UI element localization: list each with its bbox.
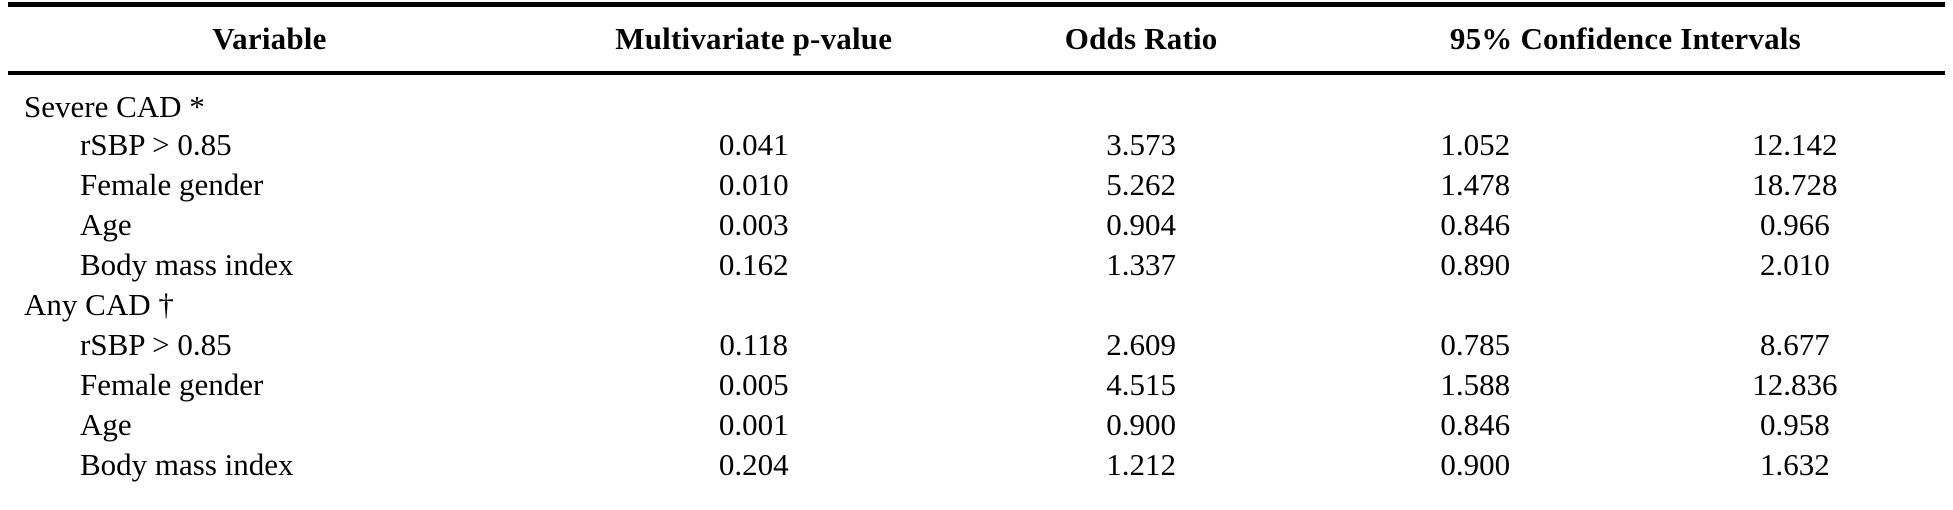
p-value-cell: 0.118 [719, 326, 789, 362]
header-odds-ratio: Odds Ratio [976, 4, 1306, 75]
odds-ratio-cell: 1.212 [1106, 446, 1176, 482]
odds-ratio-cell [976, 285, 1305, 325]
ci-lower-cell: 1.588 [1440, 366, 1511, 402]
ci-lower-cell [1306, 285, 1645, 325]
p-value-cell [531, 285, 977, 325]
p-value-cell: 0.003 [718, 206, 789, 242]
ci-upper-cell: 8.677 [1759, 326, 1830, 362]
ci-upper-cell: 18.728 [1752, 166, 1838, 202]
p-value-cell [531, 73, 977, 125]
p-value-cell: 0.204 [718, 446, 789, 482]
ci-upper-cell: 12.836 [1752, 366, 1838, 402]
table-row: Age 0.001 0.900 0.846 0.958 [8, 405, 1945, 445]
ci-lower-cell: 0.900 [1440, 446, 1511, 482]
odds-ratio-cell: 4.515 [1106, 366, 1176, 402]
ci-lower-cell: 0.846 [1440, 206, 1511, 242]
odds-ratio-cell: 1.337 [1106, 246, 1176, 282]
table-row-group-severe-cad: Severe CAD * [8, 73, 1945, 125]
p-value-cell: 0.005 [718, 366, 789, 402]
table-body: Severe CAD * rSBP > 0.85 0.041 3.573 1.0… [8, 73, 1945, 485]
odds-ratio-cell: 3.573 [1106, 126, 1176, 162]
p-value-cell: 0.001 [718, 406, 789, 442]
variable-cell: Severe CAD * [24, 88, 205, 124]
ci-upper-cell: 2.010 [1759, 246, 1830, 282]
header-p-value: Multivariate p-value [530, 4, 977, 75]
table-row-group-any-cad: Any CAD † [8, 285, 1945, 325]
table-row: Age 0.003 0.904 0.846 0.966 [8, 205, 1945, 245]
regression-results-table: Variable Multivariate p-value Odds Ratio… [8, 2, 1945, 485]
variable-cell: Age [80, 406, 132, 442]
ci-lower-cell: 0.890 [1440, 246, 1511, 282]
ci-upper-cell: 12.142 [1752, 126, 1838, 162]
odds-ratio-cell [976, 73, 1305, 125]
odds-ratio-cell: 5.262 [1106, 166, 1176, 202]
variable-cell: Body mass index [80, 446, 294, 482]
variable-cell: rSBP > 0.85 [80, 126, 232, 162]
ci-lower-cell [1306, 73, 1645, 125]
variable-cell: rSBP > 0.85 [80, 326, 232, 362]
table-row: Body mass index 0.162 1.337 0.890 2.010 [8, 245, 1945, 285]
odds-ratio-cell: 0.904 [1106, 206, 1176, 242]
variable-cell: Any CAD † [24, 286, 174, 322]
ci-upper-cell: 0.966 [1759, 206, 1830, 242]
variable-cell: Female gender [80, 166, 264, 202]
ci-upper-cell: 0.958 [1759, 406, 1830, 442]
p-value-cell: 0.010 [718, 166, 789, 202]
ci-lower-cell: 1.478 [1440, 166, 1511, 202]
header-row: Variable Multivariate p-value Odds Ratio… [8, 4, 1945, 75]
ci-lower-cell: 0.785 [1440, 326, 1511, 362]
ci-upper-cell [1645, 73, 1945, 125]
odds-ratio-cell: 0.900 [1106, 406, 1176, 442]
table-row: rSBP > 0.85 0.041 3.573 1.052 12.142 [8, 125, 1945, 165]
table-row: Female gender 0.005 4.515 1.588 12.836 [8, 365, 1945, 405]
header-confidence-intervals: 95% Confidence Intervals [1305, 4, 1945, 75]
table-header: Variable Multivariate p-value Odds Ratio… [8, 4, 1945, 75]
variable-cell: Body mass index [80, 246, 294, 282]
ci-lower-cell: 0.846 [1440, 406, 1511, 442]
p-value-cell: 0.162 [718, 246, 789, 282]
p-value-cell: 0.041 [718, 126, 789, 162]
table-row: rSBP > 0.85 0.118 2.609 0.785 8.677 [8, 325, 1945, 365]
table-row: Body mass index 0.204 1.212 0.900 1.632 [8, 445, 1945, 485]
ci-upper-cell [1645, 285, 1945, 325]
variable-cell: Female gender [80, 366, 264, 402]
ci-lower-cell: 1.052 [1440, 126, 1511, 162]
variable-cell: Age [80, 206, 132, 242]
odds-ratio-cell: 2.609 [1106, 326, 1176, 362]
table-row: Female gender 0.010 5.262 1.478 18.728 [8, 165, 1945, 205]
header-variable: Variable [8, 4, 531, 75]
ci-upper-cell: 1.632 [1759, 446, 1830, 482]
